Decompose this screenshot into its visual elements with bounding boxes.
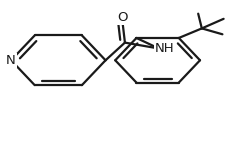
Text: O: O bbox=[117, 11, 128, 24]
Text: N: N bbox=[6, 54, 16, 67]
Text: NH: NH bbox=[155, 42, 175, 55]
